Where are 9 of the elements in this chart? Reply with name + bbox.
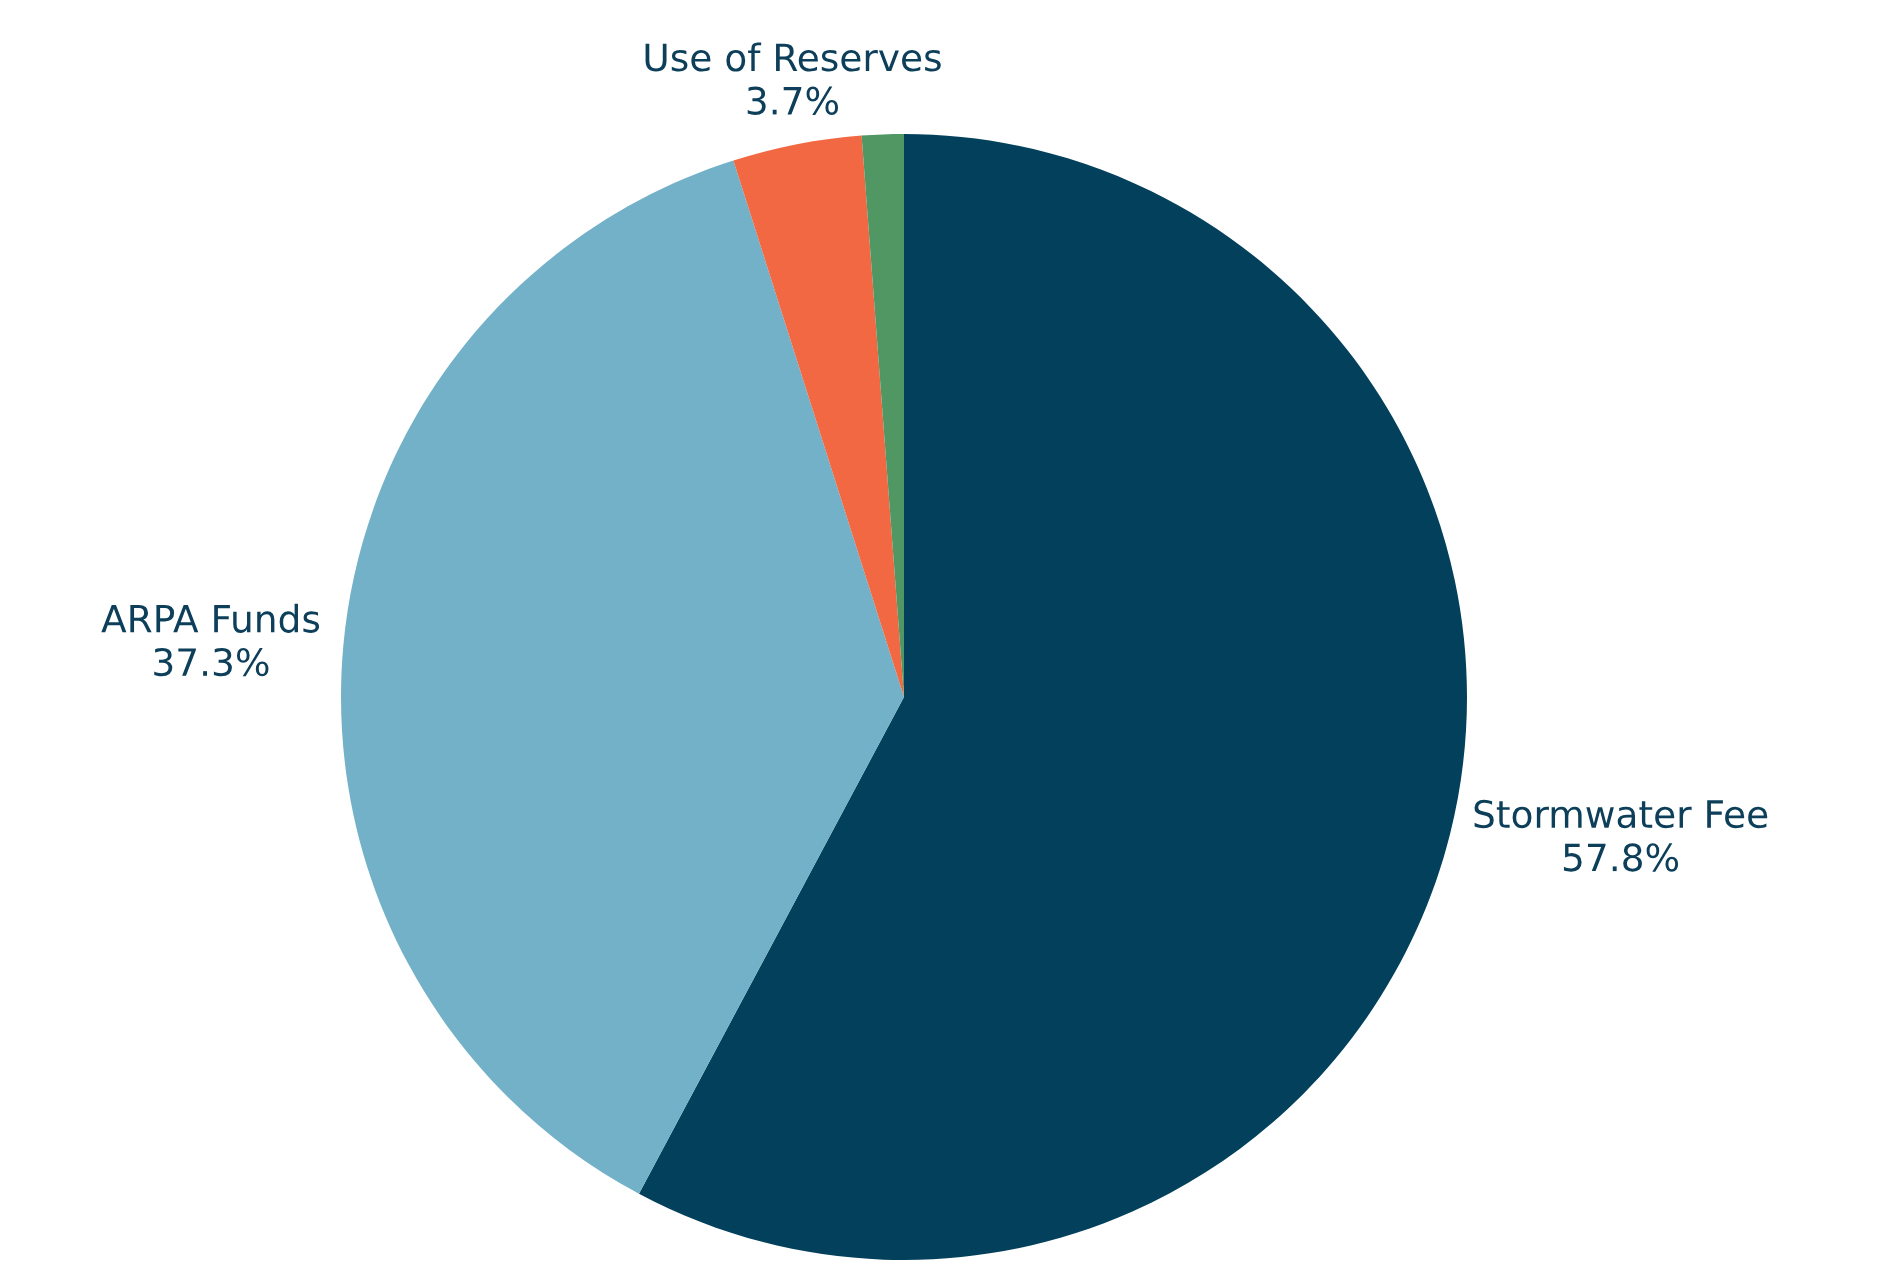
data-label: 57.8% [1563, 843, 1679, 872]
slice-label: Use of Reserves [645, 42, 941, 72]
pie-slice [638, 134, 1467, 1260]
slice-label: Stormwater Fee [1474, 799, 1768, 829]
data-label: 37.3% [154, 647, 269, 677]
pie-slice [341, 160, 904, 1194]
data-label: 3.7% [747, 86, 839, 115]
pie-slice [733, 135, 904, 697]
slice-label: ARPA Funds [101, 603, 320, 633]
